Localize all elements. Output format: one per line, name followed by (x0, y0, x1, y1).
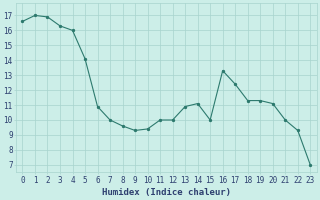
X-axis label: Humidex (Indice chaleur): Humidex (Indice chaleur) (102, 188, 231, 197)
